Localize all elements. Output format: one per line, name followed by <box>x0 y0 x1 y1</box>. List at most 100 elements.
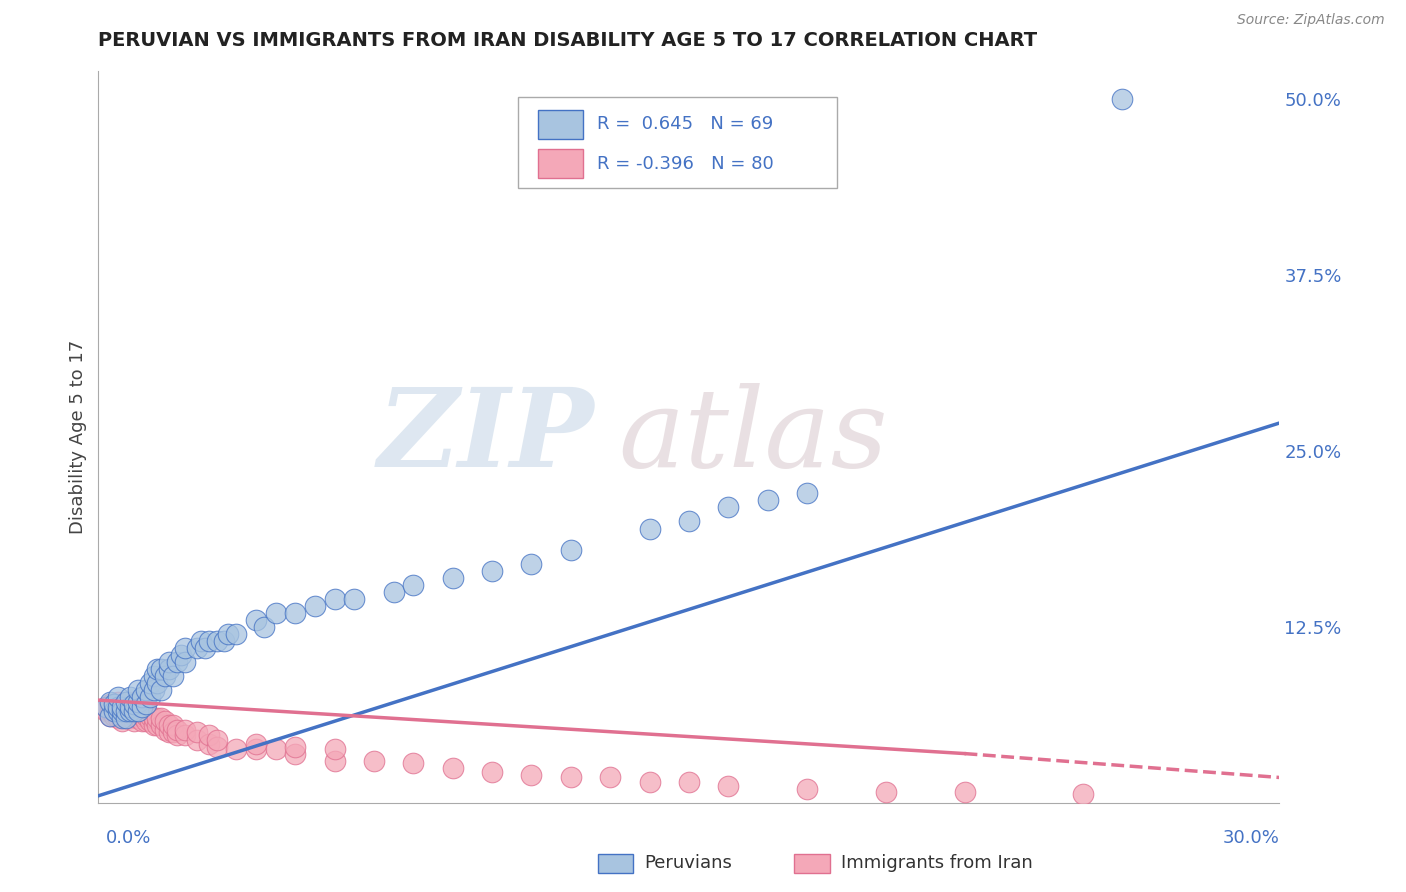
Point <box>122 698 145 712</box>
Point <box>638 774 661 789</box>
Point <box>225 627 247 641</box>
Point <box>186 641 208 656</box>
Point <box>717 779 740 793</box>
Point <box>520 767 543 781</box>
Point <box>127 694 149 708</box>
Point <box>214 634 236 648</box>
Point <box>162 725 184 739</box>
Text: Source: ZipAtlas.com: Source: ZipAtlas.com <box>1237 13 1385 28</box>
Point <box>402 756 425 771</box>
Point <box>111 711 134 725</box>
Text: atlas: atlas <box>619 384 887 491</box>
Point <box>150 662 173 676</box>
Point <box>122 705 145 719</box>
Point <box>157 718 180 732</box>
Point <box>135 705 157 719</box>
Y-axis label: Disability Age 5 to 17: Disability Age 5 to 17 <box>69 340 87 534</box>
Point <box>103 698 125 712</box>
Point <box>118 690 141 705</box>
Point <box>481 564 503 578</box>
Text: ZIP: ZIP <box>378 384 595 491</box>
Point <box>107 690 129 705</box>
Point <box>98 694 121 708</box>
Point <box>115 711 138 725</box>
Point <box>217 627 239 641</box>
Point <box>111 698 134 712</box>
Point <box>142 711 165 725</box>
Point <box>363 754 385 768</box>
Point <box>146 718 169 732</box>
Point <box>343 591 366 606</box>
Point <box>197 728 219 742</box>
Point <box>135 698 157 712</box>
Point <box>284 739 307 754</box>
Point <box>441 761 464 775</box>
Point <box>115 700 138 714</box>
Point <box>560 771 582 785</box>
Point <box>111 705 134 719</box>
Point <box>98 708 121 723</box>
Point <box>107 700 129 714</box>
Point <box>174 723 197 737</box>
Point <box>150 683 173 698</box>
Point <box>1111 93 1133 107</box>
Point <box>157 725 180 739</box>
Point <box>245 742 267 756</box>
Point <box>107 700 129 714</box>
Point <box>162 718 184 732</box>
Point <box>98 705 121 719</box>
Point <box>323 742 346 756</box>
Point <box>127 683 149 698</box>
Point <box>131 714 153 729</box>
Point <box>131 700 153 714</box>
Point <box>111 700 134 714</box>
Text: R = -0.396   N = 80: R = -0.396 N = 80 <box>596 154 773 173</box>
Point <box>107 711 129 725</box>
Point <box>162 669 184 683</box>
Text: 30.0%: 30.0% <box>1223 829 1279 847</box>
Point <box>170 648 193 662</box>
Point <box>194 641 217 656</box>
Point <box>142 683 165 698</box>
Point <box>138 708 160 723</box>
Point <box>118 711 141 725</box>
Text: Immigrants from Iran: Immigrants from Iran <box>841 855 1032 872</box>
Point <box>155 723 177 737</box>
Point <box>98 698 121 712</box>
Point <box>98 708 121 723</box>
Point <box>205 634 228 648</box>
Point <box>166 655 188 669</box>
FancyBboxPatch shape <box>537 149 582 178</box>
Point <box>441 571 464 585</box>
Point <box>520 557 543 571</box>
Point <box>155 669 177 683</box>
Point <box>284 606 307 620</box>
Point <box>111 714 134 729</box>
Point <box>253 620 276 634</box>
Point <box>678 515 700 529</box>
Point <box>638 521 661 535</box>
Text: Peruvians: Peruvians <box>644 855 731 872</box>
Point <box>146 711 169 725</box>
Point <box>402 578 425 592</box>
Point <box>190 634 212 648</box>
FancyBboxPatch shape <box>517 97 837 188</box>
Point <box>103 705 125 719</box>
Point <box>122 714 145 729</box>
Point <box>107 694 129 708</box>
Point <box>122 708 145 723</box>
Point <box>599 771 621 785</box>
Point <box>875 784 897 798</box>
Point <box>304 599 326 613</box>
Point <box>245 737 267 751</box>
Point <box>205 732 228 747</box>
Point <box>118 694 141 708</box>
Text: PERUVIAN VS IMMIGRANTS FROM IRAN DISABILITY AGE 5 TO 17 CORRELATION CHART: PERUVIAN VS IMMIGRANTS FROM IRAN DISABIL… <box>98 31 1038 50</box>
Point <box>166 728 188 742</box>
Point <box>142 718 165 732</box>
Point <box>186 725 208 739</box>
Point <box>205 739 228 754</box>
Point <box>678 774 700 789</box>
Point <box>103 708 125 723</box>
Point <box>796 781 818 796</box>
